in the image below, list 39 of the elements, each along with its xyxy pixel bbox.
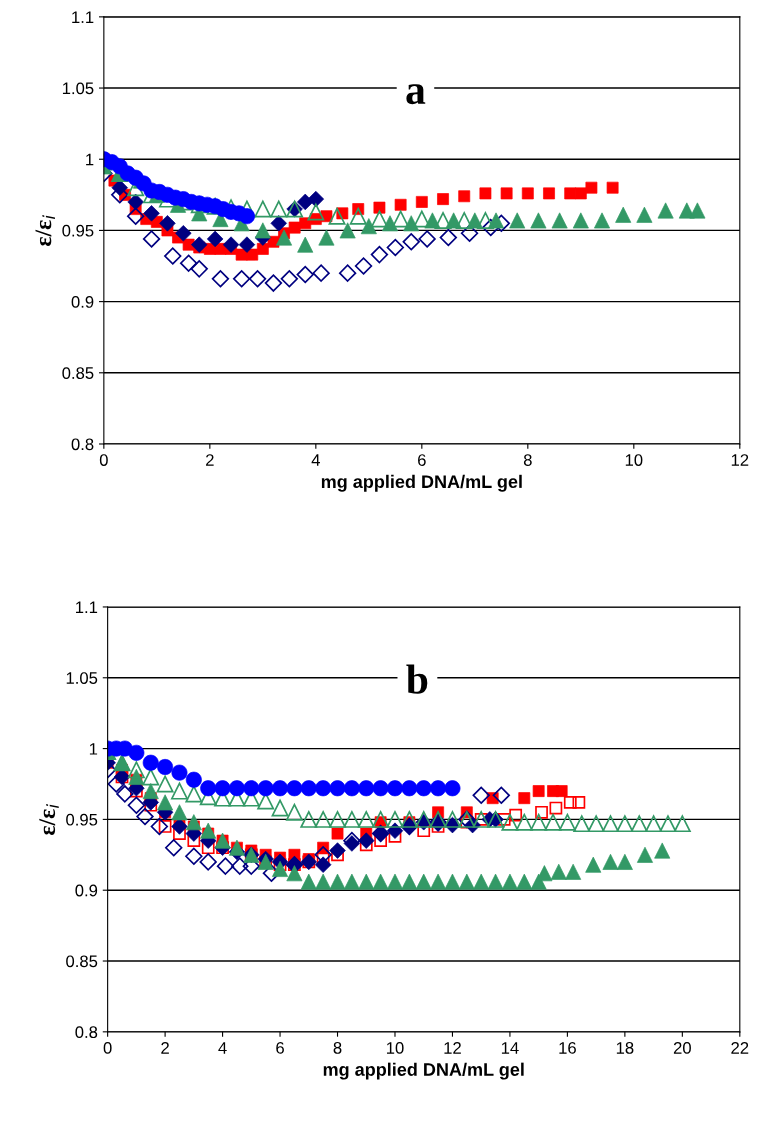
y-tick-label: 0.9 [75, 884, 98, 897]
y-tick-label: 1.1 [72, 11, 94, 23]
x-tick-label: 0 [103, 1041, 112, 1054]
x-tick-label: 12 [444, 1041, 461, 1054]
y-tick-label: 0.95 [62, 224, 94, 237]
y-tick-label: 1 [86, 153, 94, 166]
x-axis-title: mg applied DNA/mL gel [323, 1062, 524, 1080]
x-axis-title: mg applied DNA/mL gel [321, 474, 522, 492]
x-tick-label: 18 [616, 1041, 634, 1054]
x-tick-label: 20 [673, 1041, 691, 1054]
x-tick-label: 6 [418, 454, 426, 466]
x-tick-label: 10 [625, 454, 643, 466]
y-tick-label: 0.9 [71, 296, 94, 308]
annotation: b [406, 664, 428, 694]
y-tick-label: 0.85 [62, 367, 94, 379]
y-tick-label: 1.05 [66, 672, 98, 684]
x-tick-label: 12 [731, 454, 749, 466]
y-tick-label: 1 [89, 743, 98, 755]
x-tick-label: 2 [206, 454, 214, 466]
x-tick-label: 6 [276, 1041, 284, 1054]
y-axis-title: ε/ε$_{i}$ [39, 804, 59, 835]
x-tick-label: 0 [99, 454, 108, 466]
y-tick-label: 1.05 [62, 82, 94, 95]
y-tick-label: 0.8 [75, 1026, 98, 1039]
annotation: a [406, 84, 426, 105]
x-tick-label: 2 [161, 1041, 169, 1054]
x-tick-label: 14 [501, 1042, 519, 1054]
y-tick-label: 0.85 [66, 955, 98, 968]
x-tick-label: 4 [311, 454, 320, 466]
x-tick-label: 8 [333, 1041, 342, 1054]
x-tick-label: 10 [386, 1041, 404, 1054]
y-axis-title: ε/ε$_{i}$ [35, 215, 55, 246]
y-tick-label: 0.8 [71, 438, 94, 451]
x-tick-label: 22 [731, 1041, 749, 1054]
y-tick-label: 1.1 [76, 601, 98, 613]
y-tick-label: 0.95 [66, 813, 98, 826]
x-tick-label: 4 [218, 1042, 227, 1054]
x-tick-label: 8 [523, 454, 532, 466]
x-tick-label: 16 [559, 1041, 576, 1054]
